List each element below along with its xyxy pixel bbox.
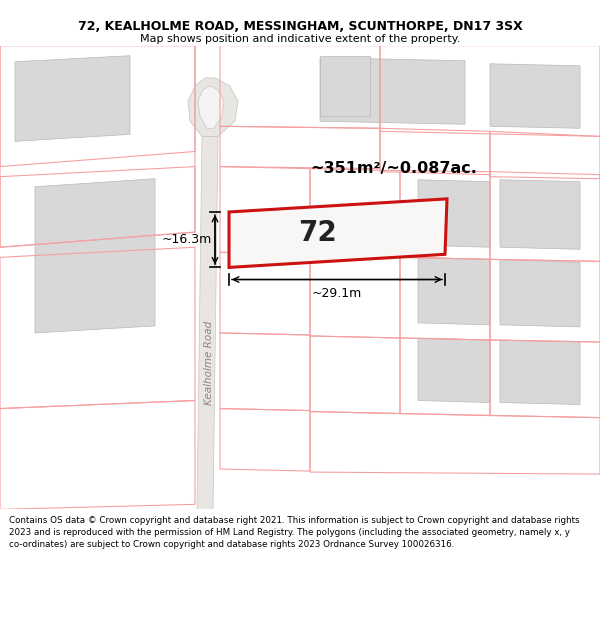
Polygon shape: [320, 56, 370, 116]
Text: Kealholme Road: Kealholme Road: [204, 321, 214, 406]
Text: 72: 72: [298, 219, 337, 247]
Polygon shape: [15, 56, 130, 141]
Polygon shape: [197, 136, 218, 509]
Polygon shape: [418, 258, 490, 325]
Text: Map shows position and indicative extent of the property.: Map shows position and indicative extent…: [140, 34, 460, 44]
Polygon shape: [500, 340, 580, 404]
Text: ~16.3m: ~16.3m: [162, 233, 212, 246]
Text: Contains OS data © Crown copyright and database right 2021. This information is : Contains OS data © Crown copyright and d…: [9, 516, 580, 549]
Polygon shape: [418, 338, 490, 402]
Polygon shape: [35, 179, 155, 333]
Polygon shape: [500, 259, 580, 327]
Polygon shape: [198, 86, 224, 128]
Text: 72, KEALHOLME ROAD, MESSINGHAM, SCUNTHORPE, DN17 3SX: 72, KEALHOLME ROAD, MESSINGHAM, SCUNTHOR…: [77, 20, 523, 32]
Polygon shape: [490, 64, 580, 128]
Polygon shape: [418, 180, 490, 248]
Polygon shape: [188, 78, 238, 136]
Text: ~29.1m: ~29.1m: [312, 287, 362, 300]
Polygon shape: [500, 180, 580, 249]
Polygon shape: [229, 199, 447, 268]
Text: ~351m²/~0.087ac.: ~351m²/~0.087ac.: [310, 161, 477, 176]
Polygon shape: [320, 58, 465, 124]
